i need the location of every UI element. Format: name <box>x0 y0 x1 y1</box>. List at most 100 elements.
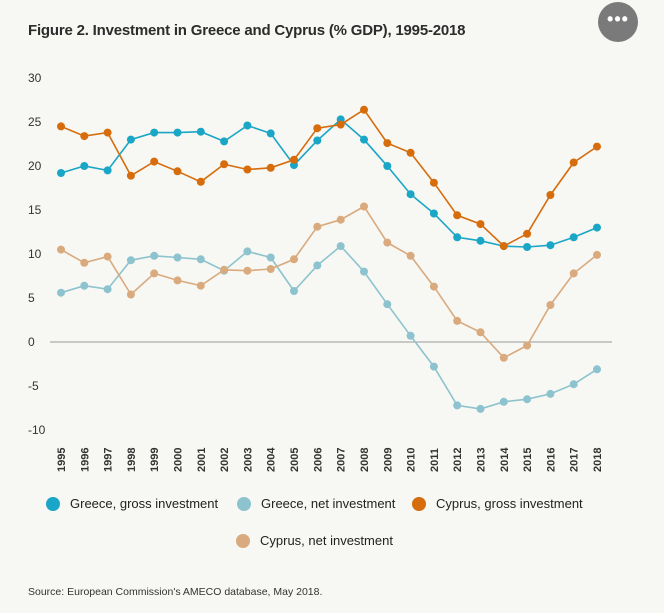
data-point <box>476 328 485 337</box>
y-tick-label: 25 <box>28 115 42 129</box>
legend-item-greece-gross: Greece, gross investment <box>46 496 218 511</box>
data-point <box>406 148 415 157</box>
data-point <box>57 122 65 131</box>
data-point <box>266 253 275 262</box>
series-line-1 <box>60 244 598 410</box>
x-tick-label: 2010 <box>406 448 418 472</box>
data-point <box>80 132 89 141</box>
x-tick-label: 2009 <box>382 448 394 472</box>
data-point <box>360 135 368 144</box>
data-point <box>150 251 159 260</box>
data-point <box>103 285 112 294</box>
data-point <box>196 177 205 186</box>
x-tick-label: 2007 <box>336 448 348 472</box>
x-tick-label: 2001 <box>196 448 208 472</box>
more-options-button[interactable]: ••• <box>598 2 638 42</box>
x-tick-label: 2003 <box>242 448 254 472</box>
data-point <box>173 276 182 285</box>
x-tick-label: 2014 <box>499 447 511 472</box>
data-point <box>243 247 252 256</box>
data-point <box>243 266 252 275</box>
x-tick-label: 2004 <box>266 447 278 472</box>
data-point <box>150 269 159 278</box>
data-point <box>499 353 508 362</box>
x-tick-label: 1997 <box>103 448 115 472</box>
data-point <box>150 128 159 137</box>
data-point <box>220 160 229 169</box>
ellipsis-icon: ••• <box>607 8 629 29</box>
data-point <box>593 250 601 259</box>
data-point <box>173 167 182 176</box>
data-point <box>196 127 205 136</box>
data-point <box>243 165 252 174</box>
data-point <box>103 166 112 175</box>
legend-dot-icon <box>412 496 426 511</box>
data-point <box>429 178 438 187</box>
x-tick-label: 2000 <box>173 448 185 472</box>
data-point <box>383 300 392 309</box>
y-tick-label: -5 <box>28 379 39 393</box>
data-point <box>429 362 438 371</box>
data-point <box>546 191 555 199</box>
y-tick-label: 15 <box>28 203 42 217</box>
data-point <box>196 281 205 290</box>
data-point <box>523 395 532 404</box>
data-point <box>453 401 462 410</box>
x-tick-label: 2012 <box>452 448 464 472</box>
x-tick-label: 2013 <box>475 448 487 472</box>
x-tick-label: 2011 <box>429 448 441 472</box>
x-tick-label: 2018 <box>592 448 604 472</box>
data-point <box>476 236 485 245</box>
y-tick-label: 0 <box>28 335 35 349</box>
data-point <box>126 290 135 299</box>
data-point <box>476 220 485 229</box>
legend-dot-icon <box>46 496 60 511</box>
data-point <box>126 256 135 265</box>
data-point <box>476 404 485 413</box>
data-point <box>220 137 229 146</box>
data-point <box>126 135 135 144</box>
data-point <box>546 301 555 309</box>
y-tick-label: 30 <box>28 71 42 85</box>
x-tick-label: 2002 <box>219 448 231 472</box>
data-point <box>569 380 578 389</box>
chart-title: Figure 2. Investment in Greece and Cypru… <box>28 22 466 39</box>
data-point <box>499 397 508 406</box>
x-tick-label: 2006 <box>312 448 324 472</box>
x-tick-label: 2005 <box>289 448 301 472</box>
legend-item-cyprus-gross: Cyprus, gross investment <box>412 496 583 511</box>
data-point <box>453 211 462 220</box>
data-point <box>523 229 532 238</box>
data-point <box>57 245 65 254</box>
data-point <box>80 281 89 290</box>
data-point <box>523 341 532 350</box>
data-point <box>336 215 345 224</box>
data-point <box>173 128 182 137</box>
data-point <box>57 288 65 297</box>
data-point <box>80 258 89 267</box>
legend-label: Greece, net investment <box>261 496 396 511</box>
x-tick-label: 2015 <box>522 448 534 472</box>
data-point <box>336 242 345 251</box>
data-point <box>499 242 508 251</box>
data-point <box>406 331 415 340</box>
data-point <box>569 233 578 242</box>
x-tick-label: 1998 <box>126 448 138 472</box>
data-point <box>196 255 205 264</box>
data-point <box>266 265 275 273</box>
data-point <box>313 124 322 133</box>
series-line-0 <box>60 118 598 248</box>
data-point <box>593 365 601 374</box>
y-tick-label: 5 <box>28 291 35 305</box>
data-point <box>360 202 368 211</box>
data-point <box>453 316 462 325</box>
x-tick-label: 1999 <box>149 448 161 472</box>
legend-label: Cyprus, gross investment <box>436 496 583 511</box>
data-point <box>220 265 229 274</box>
legend-label: Greece, gross investment <box>70 496 219 511</box>
data-point <box>290 155 298 164</box>
data-point <box>266 163 275 172</box>
data-point <box>103 128 112 137</box>
y-tick-label: 20 <box>28 159 42 173</box>
